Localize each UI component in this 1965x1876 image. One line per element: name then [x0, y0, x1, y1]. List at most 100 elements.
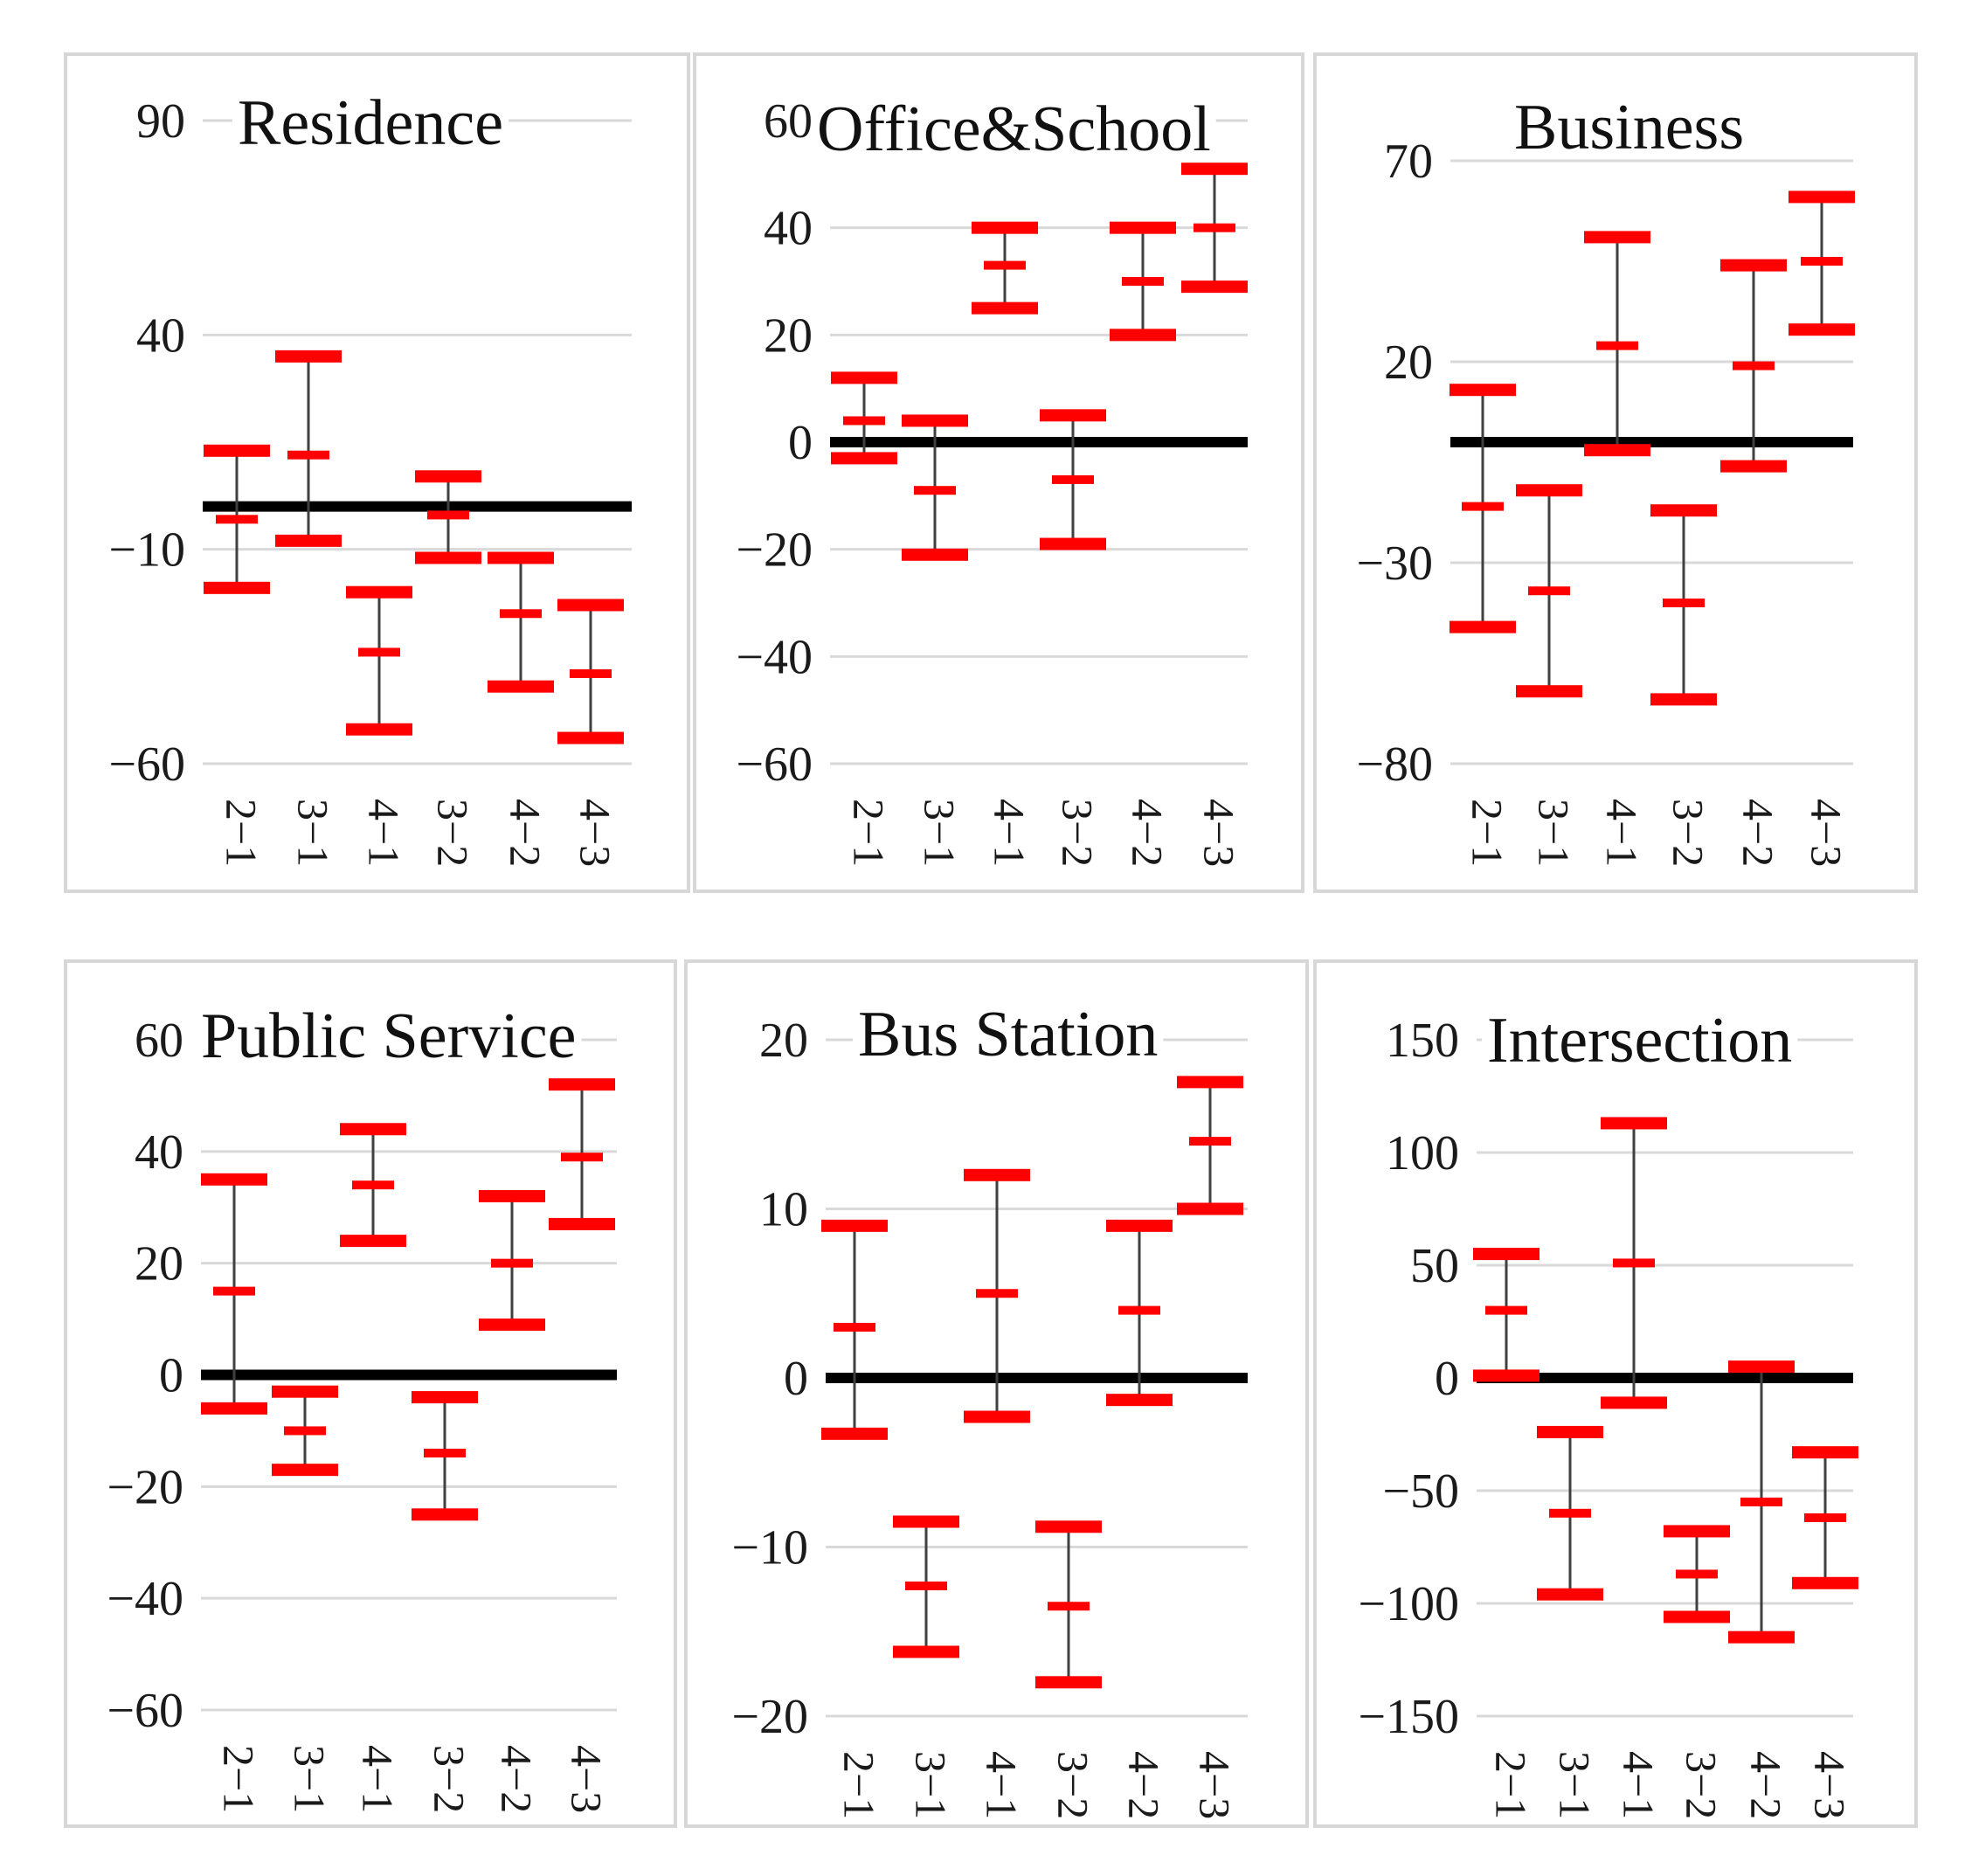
y-tick-label: −40	[107, 1572, 183, 1626]
lower-cap-3	[415, 551, 481, 564]
lower-cap-2	[1584, 444, 1650, 457]
upper-cap-3	[1040, 409, 1106, 422]
upper-cap-1	[902, 414, 968, 427]
lower-cap-0	[204, 581, 270, 594]
upper-cap-3	[1035, 1520, 1102, 1533]
upper-cap-2	[1601, 1117, 1667, 1130]
upper-cap-2	[964, 1168, 1030, 1181]
x-category-label: 4−2	[493, 1745, 542, 1813]
mean-marker-2	[984, 260, 1026, 270]
lower-cap-5	[557, 731, 624, 744]
chart-title: Business	[1514, 92, 1744, 163]
lower-cap-1	[902, 548, 968, 561]
lower-cap-1	[893, 1645, 959, 1658]
mean-marker-2	[358, 647, 400, 657]
x-category-label: 4−2	[1120, 1751, 1169, 1819]
panel-frame	[1313, 959, 1918, 1828]
upper-cap-3	[1664, 1525, 1730, 1538]
x-category-label: 4−1	[978, 1751, 1027, 1819]
lower-cap-3	[1650, 693, 1717, 706]
x-category-label: 3−2	[429, 799, 478, 867]
mean-marker-5	[1801, 257, 1843, 266]
lower-cap-3	[412, 1508, 478, 1521]
upper-cap-0	[204, 444, 270, 457]
y-tick-label: 70	[1384, 135, 1433, 189]
upper-cap-2	[346, 585, 412, 599]
mean-marker-4	[1740, 1497, 1782, 1506]
mean-marker-4	[491, 1258, 533, 1268]
lower-cap-4	[1106, 1394, 1173, 1407]
x-category-label: 4−3	[1195, 799, 1244, 867]
chart-panel-3: 70 20 −30 −80 Business 2−1 3−1 4−1 3−2 4−2 4−3	[1313, 52, 1918, 893]
lower-cap-0	[831, 452, 897, 465]
mean-marker-3	[1676, 1569, 1718, 1579]
y-tick-label: 40	[135, 1125, 183, 1180]
upper-cap-1	[275, 350, 342, 363]
lower-cap-5	[1789, 323, 1855, 336]
lower-cap-4	[488, 680, 554, 693]
title-backing	[812, 100, 1216, 158]
mean-marker-1	[284, 1426, 326, 1436]
chart-panel-6: 150 100 50 0 −50 −100 −150 Intersection 2−1 3−1 4−…	[1313, 959, 1918, 1828]
upper-cap-0	[1473, 1248, 1539, 1261]
y-tick-label: −60	[107, 1684, 183, 1738]
upper-cap-0	[821, 1219, 888, 1232]
y-tick-label: 50	[1410, 1239, 1459, 1293]
mean-marker-3	[427, 510, 469, 520]
chart-title: Intersection	[1487, 1005, 1792, 1076]
y-tick-label: 150	[1386, 1014, 1459, 1068]
x-category-label: 2−1	[218, 799, 266, 867]
upper-cap-1	[1537, 1425, 1603, 1438]
lower-cap-3	[1035, 1676, 1102, 1689]
upper-cap-1	[1516, 484, 1582, 497]
upper-cap-5	[1792, 1446, 1858, 1459]
title-backing	[232, 94, 509, 152]
y-tick-label: 100	[1386, 1126, 1459, 1180]
lower-cap-3	[1040, 537, 1106, 550]
y-tick-label: 20	[135, 1237, 183, 1291]
upper-cap-5	[557, 599, 624, 612]
lower-cap-5	[549, 1217, 615, 1230]
mean-marker-2	[352, 1180, 394, 1190]
upper-cap-4	[1110, 221, 1176, 234]
y-tick-label: 0	[1435, 1352, 1459, 1406]
mean-marker-2	[1613, 1258, 1655, 1268]
y-tick-label: 40	[764, 202, 813, 256]
lower-cap-1	[1537, 1588, 1603, 1601]
x-category-label: 3−1	[286, 1745, 335, 1813]
chart-panel-4: 60 40 20 0 −20 −40 −60 Public Service 2−1 3−1 4−1 3…	[64, 959, 677, 1828]
lower-cap-0	[201, 1402, 267, 1415]
mean-marker-0	[834, 1322, 875, 1332]
y-tick-label: 40	[136, 308, 185, 363]
mean-marker-4	[1118, 1305, 1160, 1315]
lower-cap-5	[1177, 1202, 1243, 1215]
mean-marker-0	[1485, 1305, 1527, 1315]
x-category-label: 4−1	[354, 1745, 403, 1813]
mean-marker-4	[1733, 361, 1775, 370]
y-tick-label: 20	[1384, 336, 1433, 390]
x-category-label: 2−1	[1463, 799, 1512, 867]
x-category-label: 4−3	[571, 799, 620, 867]
title-backing	[853, 1006, 1164, 1063]
upper-cap-1	[272, 1385, 338, 1398]
chart-title: Office&School	[817, 93, 1211, 165]
x-category-label: 4−3	[1806, 1751, 1855, 1819]
mean-marker-3	[1663, 599, 1705, 607]
mean-marker-2	[1596, 341, 1638, 350]
chart-title: Residence	[238, 87, 503, 159]
title-backing	[1482, 1012, 1798, 1070]
y-tick-label: −10	[731, 1521, 808, 1575]
title-backing	[196, 1007, 582, 1065]
y-tick-label: −50	[1382, 1464, 1459, 1519]
x-category-label: 4−2	[1734, 799, 1783, 867]
x-category-label: 3−2	[1054, 799, 1103, 867]
upper-cap-4	[1106, 1219, 1173, 1232]
mean-marker-1	[914, 486, 956, 495]
lower-cap-3	[1664, 1610, 1730, 1623]
chart-panel-1: 90 40 −10 −60 Residence 2−1 3−1 4−1 3−2 4−2 4−3	[64, 52, 690, 893]
lower-cap-0	[1473, 1369, 1539, 1382]
y-tick-label: −10	[108, 523, 185, 578]
upper-cap-5	[1181, 163, 1248, 176]
mean-marker-5	[1194, 223, 1235, 232]
